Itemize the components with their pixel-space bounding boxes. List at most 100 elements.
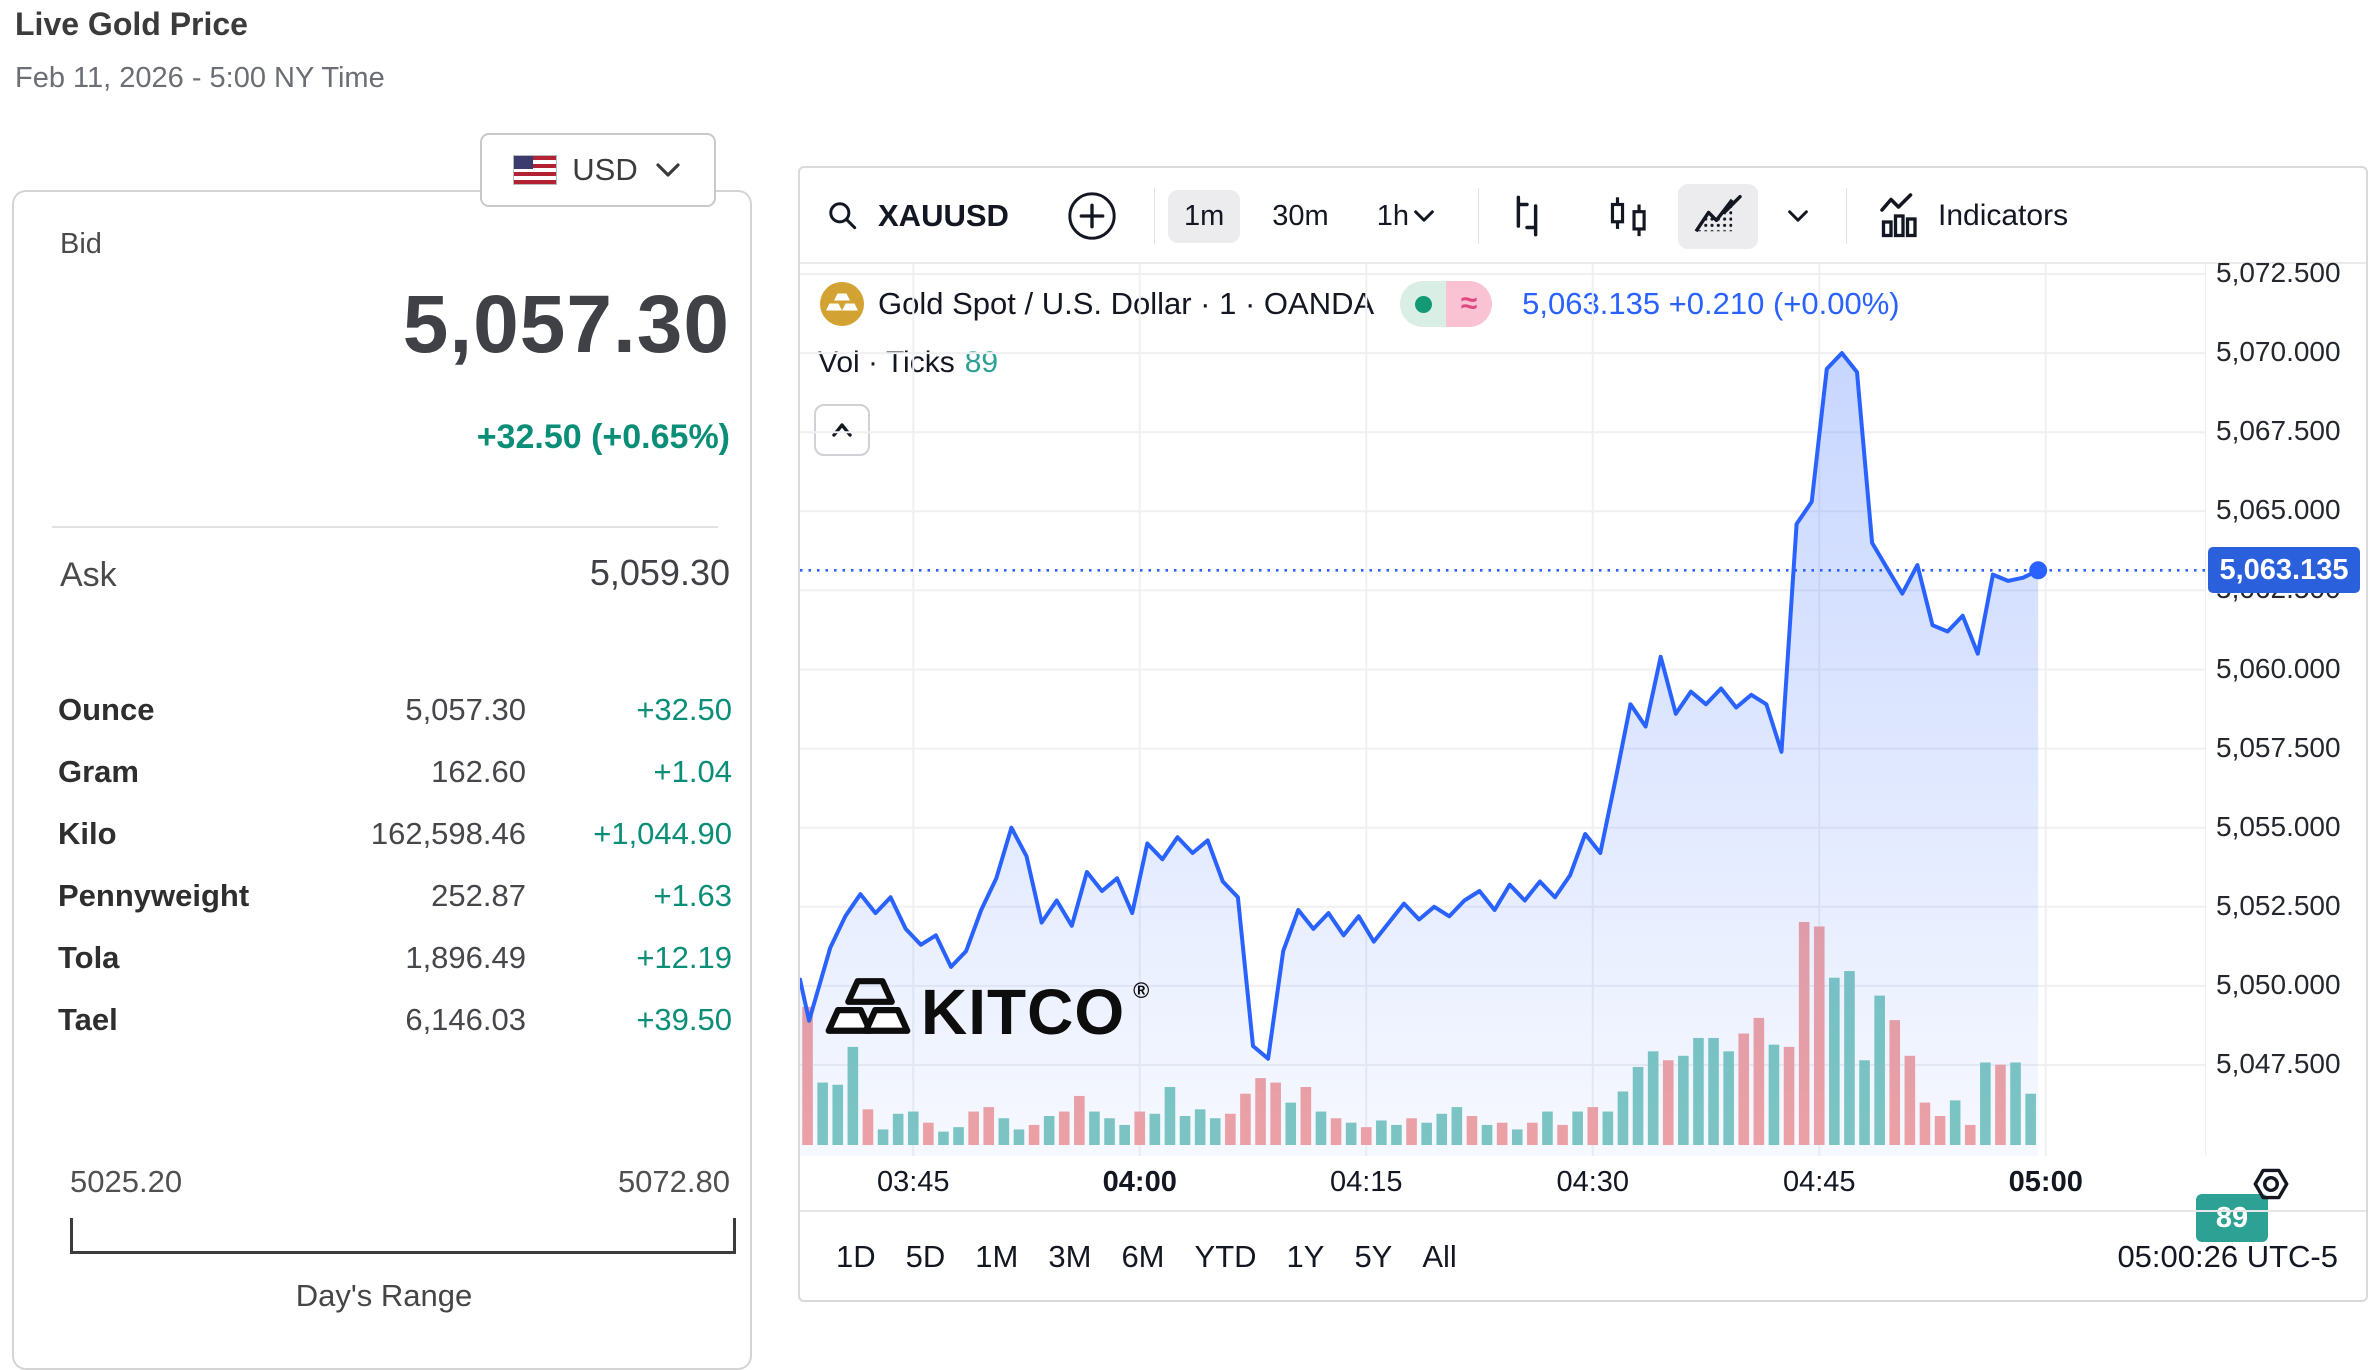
day-range-high: 5072.80 — [617, 1164, 730, 1199]
y-axis-label: 5,057.500 — [2216, 731, 2341, 763]
unit-row: Kilo 162,598.46 +1,044.90 — [14, 816, 754, 878]
range-button-1y[interactable]: 1Y — [1286, 1239, 1325, 1274]
unit-label: Ounce — [58, 692, 155, 727]
compare-add-button[interactable] — [1066, 168, 1118, 264]
chart-widget: XAUUSD 1m 30m 1h — [798, 166, 2368, 1302]
divider — [52, 526, 718, 528]
indicators-button[interactable]: Indicators — [1876, 168, 2068, 264]
legend-quote: 5,063.135 +0.210 (+0.00%) — [1522, 286, 1900, 321]
candlestick-icon — [1610, 197, 1646, 237]
delayed-data-icon: ≈ — [1460, 287, 1478, 320]
unit-conversion-table: Ounce 5,057.30 +32.50 Gram 162.60 +1.04 Kilo 16… — [14, 692, 754, 1064]
unit-value: 162,598.46 — [370, 816, 526, 851]
day-range-label: Day's Range — [295, 1278, 473, 1313]
bar-style-button[interactable] — [1504, 168, 1550, 264]
currency-selector[interactable]: USD — [480, 133, 716, 207]
interval-button-1h[interactable]: 1h — [1376, 199, 1409, 232]
kitco-watermark-text: KITCO — [921, 976, 1126, 1048]
unit-row: Gram 162.60 +1.04 — [14, 754, 754, 816]
unit-change: +39.50 — [636, 1002, 732, 1037]
x-axis-label: 04:00 — [1102, 1166, 1177, 1198]
last-price-dot — [2029, 561, 2048, 580]
unit-label: Kilo — [58, 816, 117, 851]
indicators-icon — [1880, 193, 1917, 238]
x-axis-label: 04:45 — [1782, 1166, 1856, 1198]
quote-panel: Bid 5,057.30 +32.50 (+0.65%) Ask 5,059.3… — [12, 190, 752, 1370]
unit-row: Tael 6,146.03 +39.50 — [14, 1002, 754, 1064]
chevron-down-icon — [1414, 210, 1434, 222]
range-button-1m[interactable]: 1M — [975, 1239, 1019, 1274]
bid-label: Bid — [60, 228, 102, 260]
unit-row: Tola 1,896.49 +12.19 — [14, 940, 754, 1002]
gear-icon — [2253, 1168, 2289, 1200]
current-price-tag: 5,063.135 — [2208, 547, 2360, 594]
unit-change: +12.19 — [636, 940, 732, 975]
unit-change: +1,044.90 — [593, 816, 732, 851]
axis-settings-button[interactable] — [2250, 1164, 2292, 1209]
collapse-legend-button[interactable] — [814, 404, 870, 456]
range-button-ytd[interactable]: YTD — [1194, 1239, 1257, 1274]
toolbar-divider — [1154, 188, 1155, 244]
unit-row: Ounce 5,057.30 +32.50 — [14, 692, 754, 754]
ask-price: 5,059.30 — [589, 552, 730, 593]
unit-label: Pennyweight — [58, 878, 250, 913]
volume-value: 89 — [964, 346, 999, 379]
y-axis-label: 5,070.000 — [2216, 336, 2341, 368]
market-open-dot-icon — [1414, 295, 1432, 313]
range-button-5d[interactable]: 5D — [905, 1239, 946, 1274]
y-axis-label: 5,047.500 — [2216, 1048, 2341, 1079]
volume-badge: 89 — [2196, 1194, 2268, 1242]
chevron-down-icon — [656, 163, 680, 177]
y-axis-label: 5,055.000 — [2216, 810, 2341, 842]
unit-change: +1.63 — [653, 878, 732, 913]
area-style-button-active[interactable] — [1678, 168, 1758, 264]
unit-value: 6,146.03 — [405, 1002, 526, 1037]
unit-value: 162.60 — [431, 754, 526, 789]
price-axis[interactable]: 5,063.135 89 5,072.500 5,070.000 5,067.500… — [2196, 257, 2366, 1242]
market-status-pill[interactable]: ≈ — [1400, 281, 1493, 327]
unit-row: Pennyweight 252.87 +1.63 — [14, 878, 754, 940]
unit-change: +1.04 — [653, 754, 732, 789]
bid-change: +32.50 (+0.65%) — [476, 418, 730, 456]
unit-label: Gram — [58, 754, 139, 789]
search-icon — [829, 202, 857, 230]
kitco-logo-bars-icon — [825, 978, 911, 1034]
y-axis-label: 5,065.000 — [2216, 494, 2341, 526]
price-line — [800, 351, 2041, 1061]
time-axis[interactable]: 03:45 04:00 04:15 04:30 04:45 05:00 — [800, 1156, 2366, 1212]
volume-label: Vol · Ticks — [818, 346, 955, 379]
y-axis-label: 5,072.500 — [2216, 257, 2341, 288]
ask-label: Ask — [60, 556, 117, 594]
interval-button-1m[interactable]: 1m — [1168, 189, 1241, 243]
registered-mark: ® — [1133, 978, 1150, 1003]
candles-style-button[interactable] — [1606, 168, 1652, 264]
chart-toolbar: XAUUSD 1m 30m 1h — [800, 168, 2366, 264]
bid-price: 5,057.30 — [402, 279, 730, 370]
x-axis-label: 05:00 — [2008, 1166, 2083, 1198]
y-axis-label: 5,050.000 — [2216, 968, 2341, 1000]
price-chart-plot[interactable] — [800, 264, 2205, 1156]
toolbar-divider — [1478, 188, 1479, 244]
area-fill — [800, 353, 2039, 1156]
legend-title: Gold Spot / U.S. Dollar · 1 · OANDA — [878, 286, 1375, 321]
chevron-down-icon — [1788, 210, 1808, 222]
range-button-5y[interactable]: 5Y — [1354, 1239, 1393, 1274]
range-button-3m[interactable]: 3M — [1048, 1239, 1092, 1274]
range-button-all[interactable]: All — [1422, 1239, 1457, 1274]
toolbar-divider — [1846, 188, 1847, 244]
chart-clock[interactable]: 05:00:26 UTC-5 — [2117, 1239, 2338, 1274]
timeframe-buttons: 1D 5D 1M 3M 6M YTD 1Y 5Y All — [836, 1239, 1457, 1275]
kitco-watermark: KITCO ® — [825, 976, 1149, 1048]
day-range-low: 5025.20 — [70, 1164, 183, 1199]
us-flag-icon — [514, 156, 557, 184]
style-dropdown-button[interactable] — [1786, 168, 1810, 264]
plus-circle-icon — [1068, 192, 1116, 240]
interval-dropdown-button[interactable] — [1412, 168, 1436, 264]
timeframe-row: 1D 5D 1M 3M 6M YTD 1Y 5Y All 05:00:26 UTC-5 — [800, 1212, 2366, 1302]
range-button-6m[interactable]: 6M — [1121, 1239, 1165, 1274]
unit-value: 252.87 — [431, 878, 526, 913]
interval-button-30m[interactable]: 30m — [1272, 199, 1329, 232]
page-subtitle: Feb 11, 2026 - 5:00 NY Time — [15, 62, 385, 94]
symbol-search-button[interactable]: XAUUSD — [826, 168, 1009, 264]
range-button-1d[interactable]: 1D — [836, 1239, 876, 1274]
